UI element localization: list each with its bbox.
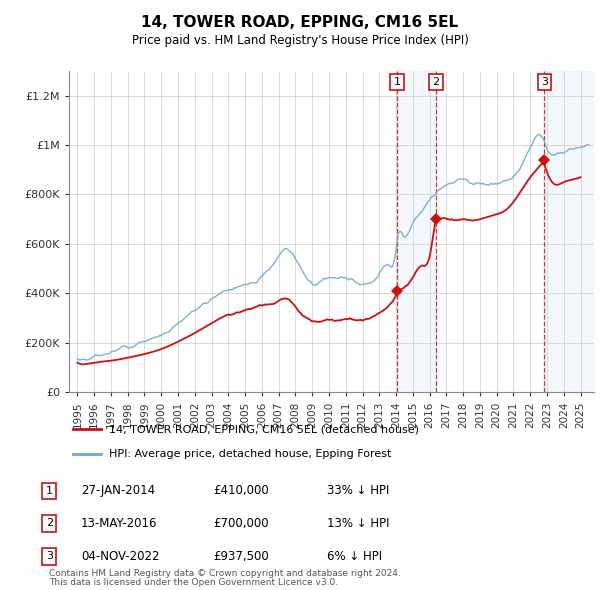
Text: 2: 2 [46, 519, 53, 528]
Text: Price paid vs. HM Land Registry's House Price Index (HPI): Price paid vs. HM Land Registry's House … [131, 34, 469, 47]
Text: 14, TOWER ROAD, EPPING, CM16 5EL (detached house): 14, TOWER ROAD, EPPING, CM16 5EL (detach… [109, 424, 419, 434]
Text: 3: 3 [46, 552, 53, 561]
Text: 13-MAY-2016: 13-MAY-2016 [81, 517, 157, 530]
Text: 27-JAN-2014: 27-JAN-2014 [81, 484, 155, 497]
Bar [397, 71, 436, 392]
Text: 14, TOWER ROAD, EPPING, CM16 5EL: 14, TOWER ROAD, EPPING, CM16 5EL [142, 15, 458, 30]
Text: HPI: Average price, detached house, Epping Forest: HPI: Average price, detached house, Eppi… [109, 448, 392, 458]
Text: 04-NOV-2022: 04-NOV-2022 [81, 550, 160, 563]
Bar [544, 71, 594, 392]
Text: 1: 1 [394, 77, 401, 87]
Text: 1: 1 [46, 486, 53, 496]
Text: £937,500: £937,500 [213, 550, 269, 563]
Text: £700,000: £700,000 [213, 517, 269, 530]
Text: This data is licensed under the Open Government Licence v3.0.: This data is licensed under the Open Gov… [49, 578, 338, 587]
Text: 2: 2 [432, 77, 439, 87]
Text: £410,000: £410,000 [213, 484, 269, 497]
Text: 6% ↓ HPI: 6% ↓ HPI [327, 550, 382, 563]
Text: 13% ↓ HPI: 13% ↓ HPI [327, 517, 389, 530]
Text: 3: 3 [541, 77, 548, 87]
Text: 33% ↓ HPI: 33% ↓ HPI [327, 484, 389, 497]
Text: Contains HM Land Registry data © Crown copyright and database right 2024.: Contains HM Land Registry data © Crown c… [49, 569, 401, 578]
